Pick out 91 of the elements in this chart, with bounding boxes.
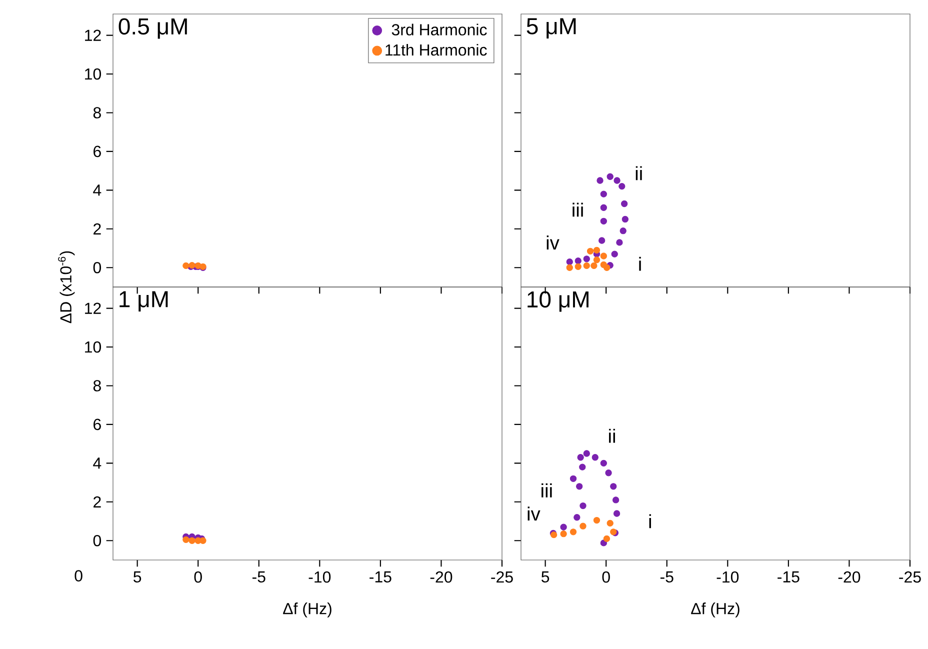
x-tick-label: 0 xyxy=(602,571,610,583)
annotation: iii xyxy=(572,202,583,217)
point xyxy=(610,483,617,490)
y-tick-label: 10 xyxy=(85,68,102,80)
legend-label: 11th Harmonic xyxy=(386,44,487,56)
chart-title: 5 μM xyxy=(526,18,576,39)
point xyxy=(566,258,573,266)
point xyxy=(614,177,620,184)
x-tick-label: 5 xyxy=(542,571,550,583)
x-tick-label: -20 xyxy=(430,571,452,583)
y-tick-label: 8 xyxy=(93,380,101,392)
point xyxy=(580,502,586,510)
y-tick-label: 6 xyxy=(94,418,101,430)
point xyxy=(611,250,618,258)
point xyxy=(593,516,600,524)
y-tick-label: 2 xyxy=(94,223,101,234)
y-tick-label: 12 xyxy=(85,302,101,314)
x-tick-label: 0 xyxy=(194,571,202,583)
y-tick-label: 6 xyxy=(94,146,101,158)
point xyxy=(586,248,594,255)
x-tick-label: -10 xyxy=(716,571,739,583)
point xyxy=(583,262,590,270)
x-tick-label: -15 xyxy=(370,571,392,583)
y-tick-label: 0 xyxy=(93,534,102,546)
point xyxy=(577,454,584,461)
point xyxy=(596,177,604,184)
point xyxy=(600,540,607,546)
x-tick-label: -5 xyxy=(252,571,266,583)
x-axis-title: Δf (Hz) xyxy=(283,602,332,618)
x-axis-title: Δf (Hz) xyxy=(691,602,740,618)
annotation: ii xyxy=(609,428,615,443)
x-tick-label: -5 xyxy=(660,571,674,583)
y-tick-label: 10 xyxy=(85,341,102,353)
y-tick-label: 2 xyxy=(94,496,101,508)
point xyxy=(576,483,583,490)
point xyxy=(606,520,614,527)
point xyxy=(560,530,567,538)
chart-title: 1 μM xyxy=(120,291,168,312)
annotation: i xyxy=(639,256,641,271)
point xyxy=(574,258,582,264)
point xyxy=(600,460,607,467)
point xyxy=(605,470,612,476)
point xyxy=(622,216,629,223)
point xyxy=(570,475,577,482)
point xyxy=(613,510,620,517)
chart-title: 0.5 μM xyxy=(118,18,187,39)
annotation: iii xyxy=(542,483,552,498)
annotation: ii xyxy=(636,166,642,180)
x-tick-label: -15 xyxy=(778,571,800,583)
point xyxy=(583,256,590,262)
point xyxy=(620,200,628,208)
point xyxy=(600,218,607,224)
point xyxy=(606,173,614,180)
point xyxy=(618,182,626,190)
point xyxy=(566,264,573,271)
point xyxy=(579,464,586,470)
point xyxy=(570,528,577,536)
annotation: i xyxy=(649,514,651,528)
point xyxy=(592,454,598,461)
point xyxy=(593,256,600,264)
point xyxy=(612,496,620,504)
y-axis-title: ΔD (x10$^{-6}$) xyxy=(58,251,75,324)
y-tick-label: 4 xyxy=(93,184,102,196)
x-tick-label: -25 xyxy=(491,571,513,583)
point xyxy=(560,524,567,530)
point xyxy=(600,261,607,268)
annotation: iv xyxy=(528,506,540,521)
point xyxy=(583,450,590,457)
point xyxy=(600,204,607,211)
y-tick-label: 0 xyxy=(93,262,102,274)
point xyxy=(603,535,610,542)
point xyxy=(600,190,607,198)
point xyxy=(620,228,626,234)
x-tick-label: -20 xyxy=(838,571,860,583)
x-tick-label: 5 xyxy=(134,571,142,583)
y-tick-label: 4 xyxy=(93,458,102,469)
point xyxy=(593,246,600,254)
x-tick-label: -25 xyxy=(899,571,921,583)
point xyxy=(574,263,582,270)
point xyxy=(598,237,606,244)
point xyxy=(616,239,623,246)
point xyxy=(590,262,598,270)
point xyxy=(600,252,607,260)
point xyxy=(580,522,586,530)
x-tick-label: -10 xyxy=(308,571,331,583)
legend-label: 3rd Harmonic xyxy=(392,24,487,36)
chart-title: 10 μM xyxy=(528,291,588,312)
y-tick-label: 8 xyxy=(93,107,101,118)
point xyxy=(574,514,580,521)
y-tick-label: 12 xyxy=(85,30,101,41)
annotation: iv xyxy=(546,236,560,250)
